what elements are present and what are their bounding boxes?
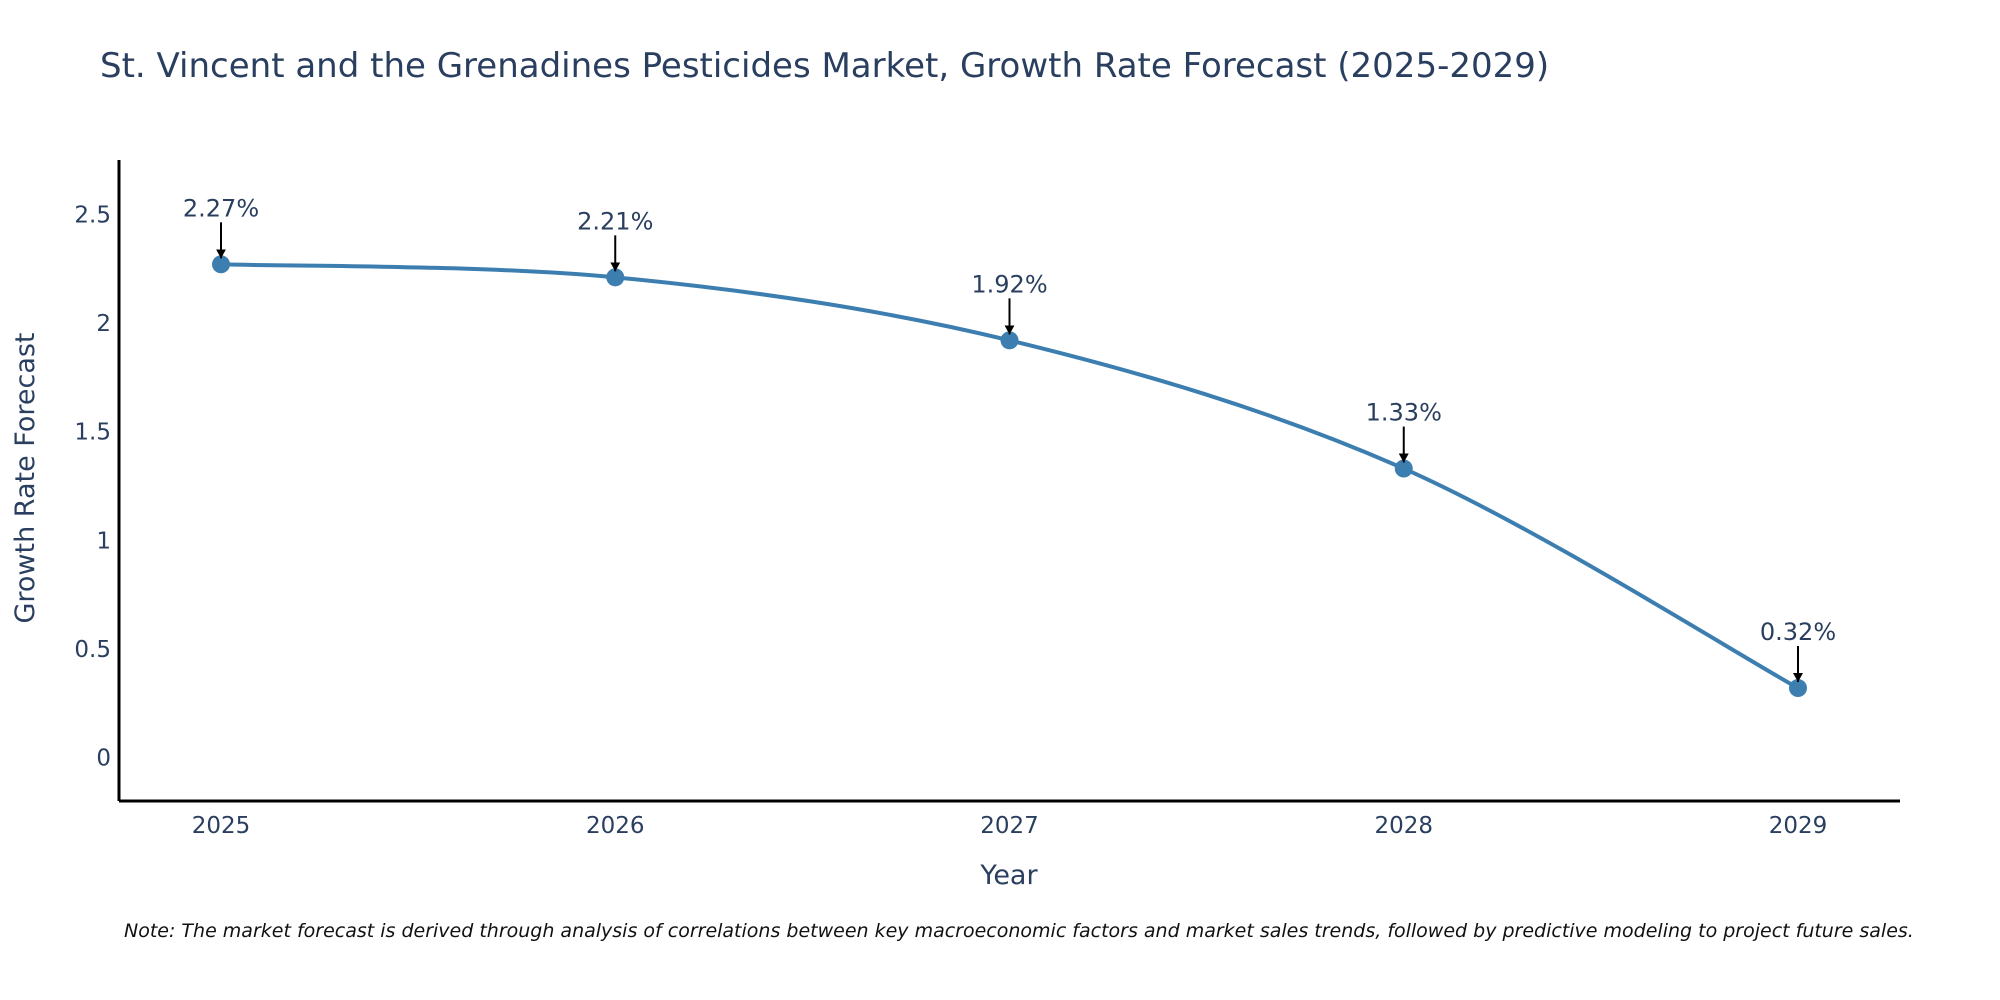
y-tick-label: 0: [96, 746, 111, 772]
data-label: 0.32%: [1760, 618, 1836, 646]
data-point: [212, 255, 230, 274]
data-point: [606, 268, 625, 287]
footnote: Note: The market forecast is derived thr…: [124, 920, 1914, 942]
x-tick-label: 2026: [586, 813, 645, 839]
data-point: [1000, 331, 1019, 350]
x-tick-label: 2027: [980, 813, 1039, 839]
data-point: [1394, 459, 1413, 478]
data-label: 1.92%: [971, 270, 1047, 298]
x-axis-title: Year: [979, 860, 1038, 891]
y-axis-title: Growth Rate Forecast: [10, 332, 41, 623]
y-tick-label: 1: [96, 528, 111, 554]
x-axis-ticks: 2025 2026 2027 2028 2029: [192, 813, 1828, 839]
x-tick-label: 2025: [192, 813, 251, 839]
chart-title: St. Vincent and the Grenadines Pesticide…: [100, 46, 1550, 86]
y-tick-label: 1.5: [74, 420, 111, 446]
y-axis-ticks: 0 0.5 1 1.5 2 2.5: [74, 202, 111, 771]
data-label: 2.21%: [577, 207, 653, 235]
data-points: [212, 255, 1807, 698]
y-tick-label: 2.5: [74, 202, 111, 228]
data-annotations: 2.27% 2.21% 1.92% 1.33% 0.32%: [183, 194, 1836, 683]
y-tick-label: 0.5: [74, 637, 111, 663]
data-label: 1.33%: [1366, 399, 1442, 427]
data-point: [1789, 679, 1807, 698]
x-tick-label: 2029: [1769, 813, 1828, 839]
x-tick-label: 2028: [1374, 813, 1433, 839]
y-tick-label: 2: [96, 311, 111, 337]
data-label: 2.27%: [183, 194, 259, 222]
series-line: [219, 262, 1800, 691]
